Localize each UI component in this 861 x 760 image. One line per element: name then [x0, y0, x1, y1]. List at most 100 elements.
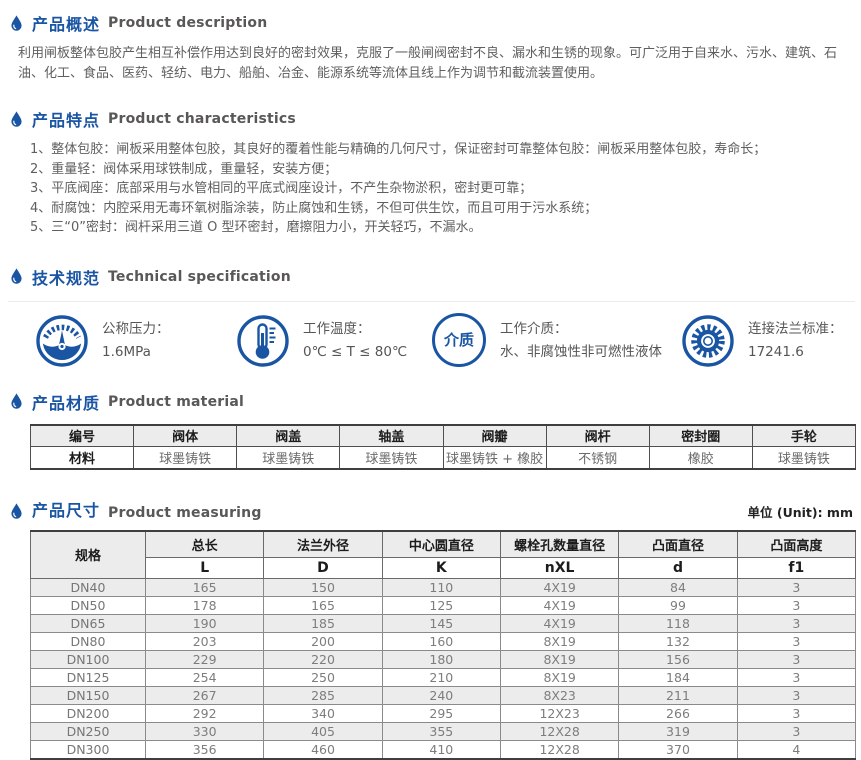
spec-value: 17241.6	[748, 343, 804, 360]
material-header-cell: 阀杆	[545, 424, 650, 447]
cell: 12X23	[499, 704, 620, 723]
spec-value: 0℃ ≤ T ≤ 80℃	[303, 343, 408, 360]
cell: 370	[618, 740, 738, 759]
material-cell: 球墨铸铁	[236, 446, 341, 469]
measuring-header-row-symbols: L D K nXL d f1	[31, 557, 857, 579]
cell: 132	[618, 632, 738, 651]
cell: 4X19	[499, 578, 620, 597]
material-header-cell: 轴盖	[339, 424, 444, 447]
cell: 405	[263, 722, 383, 741]
section-title-material-cn: 产品材质	[32, 393, 101, 413]
cell: 156	[618, 650, 738, 669]
cell: 3	[736, 596, 857, 615]
spec-value: 水、非腐蚀性非可燃性液体	[500, 343, 662, 360]
spec-item-flange-standard: 连接法兰标准： 17241.6	[680, 313, 843, 369]
cell: 8X19	[499, 668, 620, 687]
cell: 3	[736, 722, 857, 741]
section-title-technical-en: Technical specification	[108, 268, 291, 285]
spec-strip: 公称压力： 1.6MPa	[8, 300, 855, 369]
measuring-data-row: DN200 292 340 295 12X23 266 3	[30, 704, 857, 723]
cell: 178	[144, 596, 265, 615]
cell: 285	[263, 686, 383, 705]
measuring-symbol-cell: d	[618, 557, 738, 579]
pressure-gauge-icon	[34, 313, 90, 369]
spec-item-medium: 介质 工作介质： 水、非腐蚀性非可燃性液体	[432, 312, 680, 369]
cell: 356	[144, 740, 265, 759]
cell: 84	[618, 578, 738, 597]
feature-list: 1、整体包胶：闸板采用整体包胶，其良好的覆着性能与精确的几何尺寸，保证密封可靠整…	[30, 140, 855, 238]
section-title-measuring-cn: 产品尺寸	[32, 500, 101, 520]
cell: 8X19	[499, 632, 620, 651]
measuring-header-cell: 总长	[144, 530, 265, 558]
measuring-symbol-cell: nXL	[499, 557, 620, 579]
water-drop-icon	[8, 110, 25, 129]
cell: 118	[618, 614, 738, 633]
cell: 200	[263, 632, 383, 651]
cell: 12X28	[499, 740, 620, 759]
cell: 266	[618, 704, 738, 723]
feature-item: 4、耐腐蚀：内腔采用无毒环氧树脂涂装，防止腐蚀和生锈，不但可供生饮，而且可用于污…	[30, 200, 598, 216]
cell: 460	[263, 740, 383, 759]
cell: 3	[736, 578, 857, 597]
measuring-data-row: DN100 229 220 180 8X19 156 3	[30, 650, 857, 669]
measuring-data-row: DN40 165 150 110 4X19 84 3	[30, 578, 857, 597]
unit-note: 单位 (Unit): mm	[747, 504, 854, 520]
section-title-technical-cn: 技术规范	[32, 268, 101, 288]
measuring-data-row: DN250 330 405 355 12X28 319 3	[30, 722, 857, 741]
cell: 410	[381, 740, 501, 759]
feature-item: 5、三“0”密封：阀杆采用三道 O 型环密封，磨擦阻力小，开关轻巧，不漏水。	[30, 220, 482, 235]
cell: 3	[736, 686, 857, 705]
measuring-spec-header: 规格	[30, 530, 146, 579]
cell: 3	[736, 704, 857, 723]
spec-label: 公称压力：	[102, 320, 170, 337]
feature-item: 3、平底阀座：底部采用与水管相同的平底式阀座设计，不产生杂物淤积，密封更可靠；	[30, 181, 533, 196]
cell: 125	[381, 596, 501, 615]
cell: 3	[736, 650, 857, 669]
water-drop-icon	[8, 14, 25, 33]
measuring-symbol-cell: D	[263, 557, 383, 579]
measuring-symbol-cell: K	[381, 557, 501, 579]
cell: DN300	[30, 740, 146, 759]
cell: DN65	[30, 614, 146, 633]
cell: 145	[381, 614, 501, 633]
cell: 330	[144, 722, 265, 741]
water-drop-icon	[8, 267, 25, 286]
cell: 254	[144, 668, 265, 687]
material-data-row: 材料 球墨铸铁 球墨铸铁 球墨铸铁 球墨铸铁 + 橡胶 不锈钢 橡胶 球墨铸铁	[29, 446, 857, 469]
cell: 319	[618, 722, 738, 741]
material-cell: 不锈钢	[545, 446, 650, 469]
measuring-header-cell: 中心圆直径	[381, 530, 501, 558]
section-header-characteristics: 产品特点 Product characteristics	[8, 107, 855, 131]
cell: 8X19	[499, 650, 620, 669]
measuring-header-cell: 凸面直径	[618, 530, 738, 558]
cell: 3	[736, 668, 857, 687]
flange-gear-icon	[680, 313, 736, 369]
cell: 4X19	[499, 614, 620, 633]
cell: 295	[381, 704, 501, 723]
cell: DN40	[30, 578, 146, 597]
feature-item: 1、整体包胶：闸板采用整体包胶，其良好的覆着性能与精确的几何尺寸，保证密封可靠整…	[30, 142, 767, 157]
material-table: 编号 阀体 阀盖 轴盖 阀瓣 阀杆 密封圈 手轮 材料 球墨铸铁 球墨铸铁 球墨…	[29, 423, 857, 470]
cell: 355	[381, 722, 501, 741]
material-cell: 球墨铸铁	[133, 446, 238, 469]
cell: 229	[144, 650, 265, 669]
water-drop-icon	[8, 502, 25, 521]
thermometer-icon	[235, 313, 291, 369]
material-cell: 橡胶	[648, 446, 753, 469]
section-title-material-en: Product material	[108, 393, 245, 410]
measuring-table: 规格 总长 法兰外径 中心圆直径 螺栓孔数量直径 凸面直径 凸面高度 L D K…	[30, 529, 857, 760]
measuring-data-row: DN65 190 185 145 4X19 118 3	[30, 614, 857, 633]
measuring-header-cell: 凸面高度	[736, 530, 857, 558]
section-title-overview-cn: 产品概述	[32, 15, 101, 34]
measuring-data-row: DN80 203 200 160 8X19 132 3	[30, 632, 857, 651]
cell: 211	[618, 686, 738, 705]
material-cell: 球墨铸铁	[751, 446, 857, 469]
spec-label: 工作温度：	[303, 320, 371, 337]
cell: 292	[144, 704, 265, 723]
material-cell: 球墨铸铁 + 橡胶	[442, 446, 547, 469]
spec-item-pressure: 公称压力： 1.6MPa	[34, 313, 235, 369]
cell: 210	[381, 668, 501, 687]
section-header-technical: 技术规范 Technical specification	[8, 265, 855, 289]
material-header-row: 编号 阀体 阀盖 轴盖 阀瓣 阀杆 密封圈 手轮	[29, 424, 857, 447]
